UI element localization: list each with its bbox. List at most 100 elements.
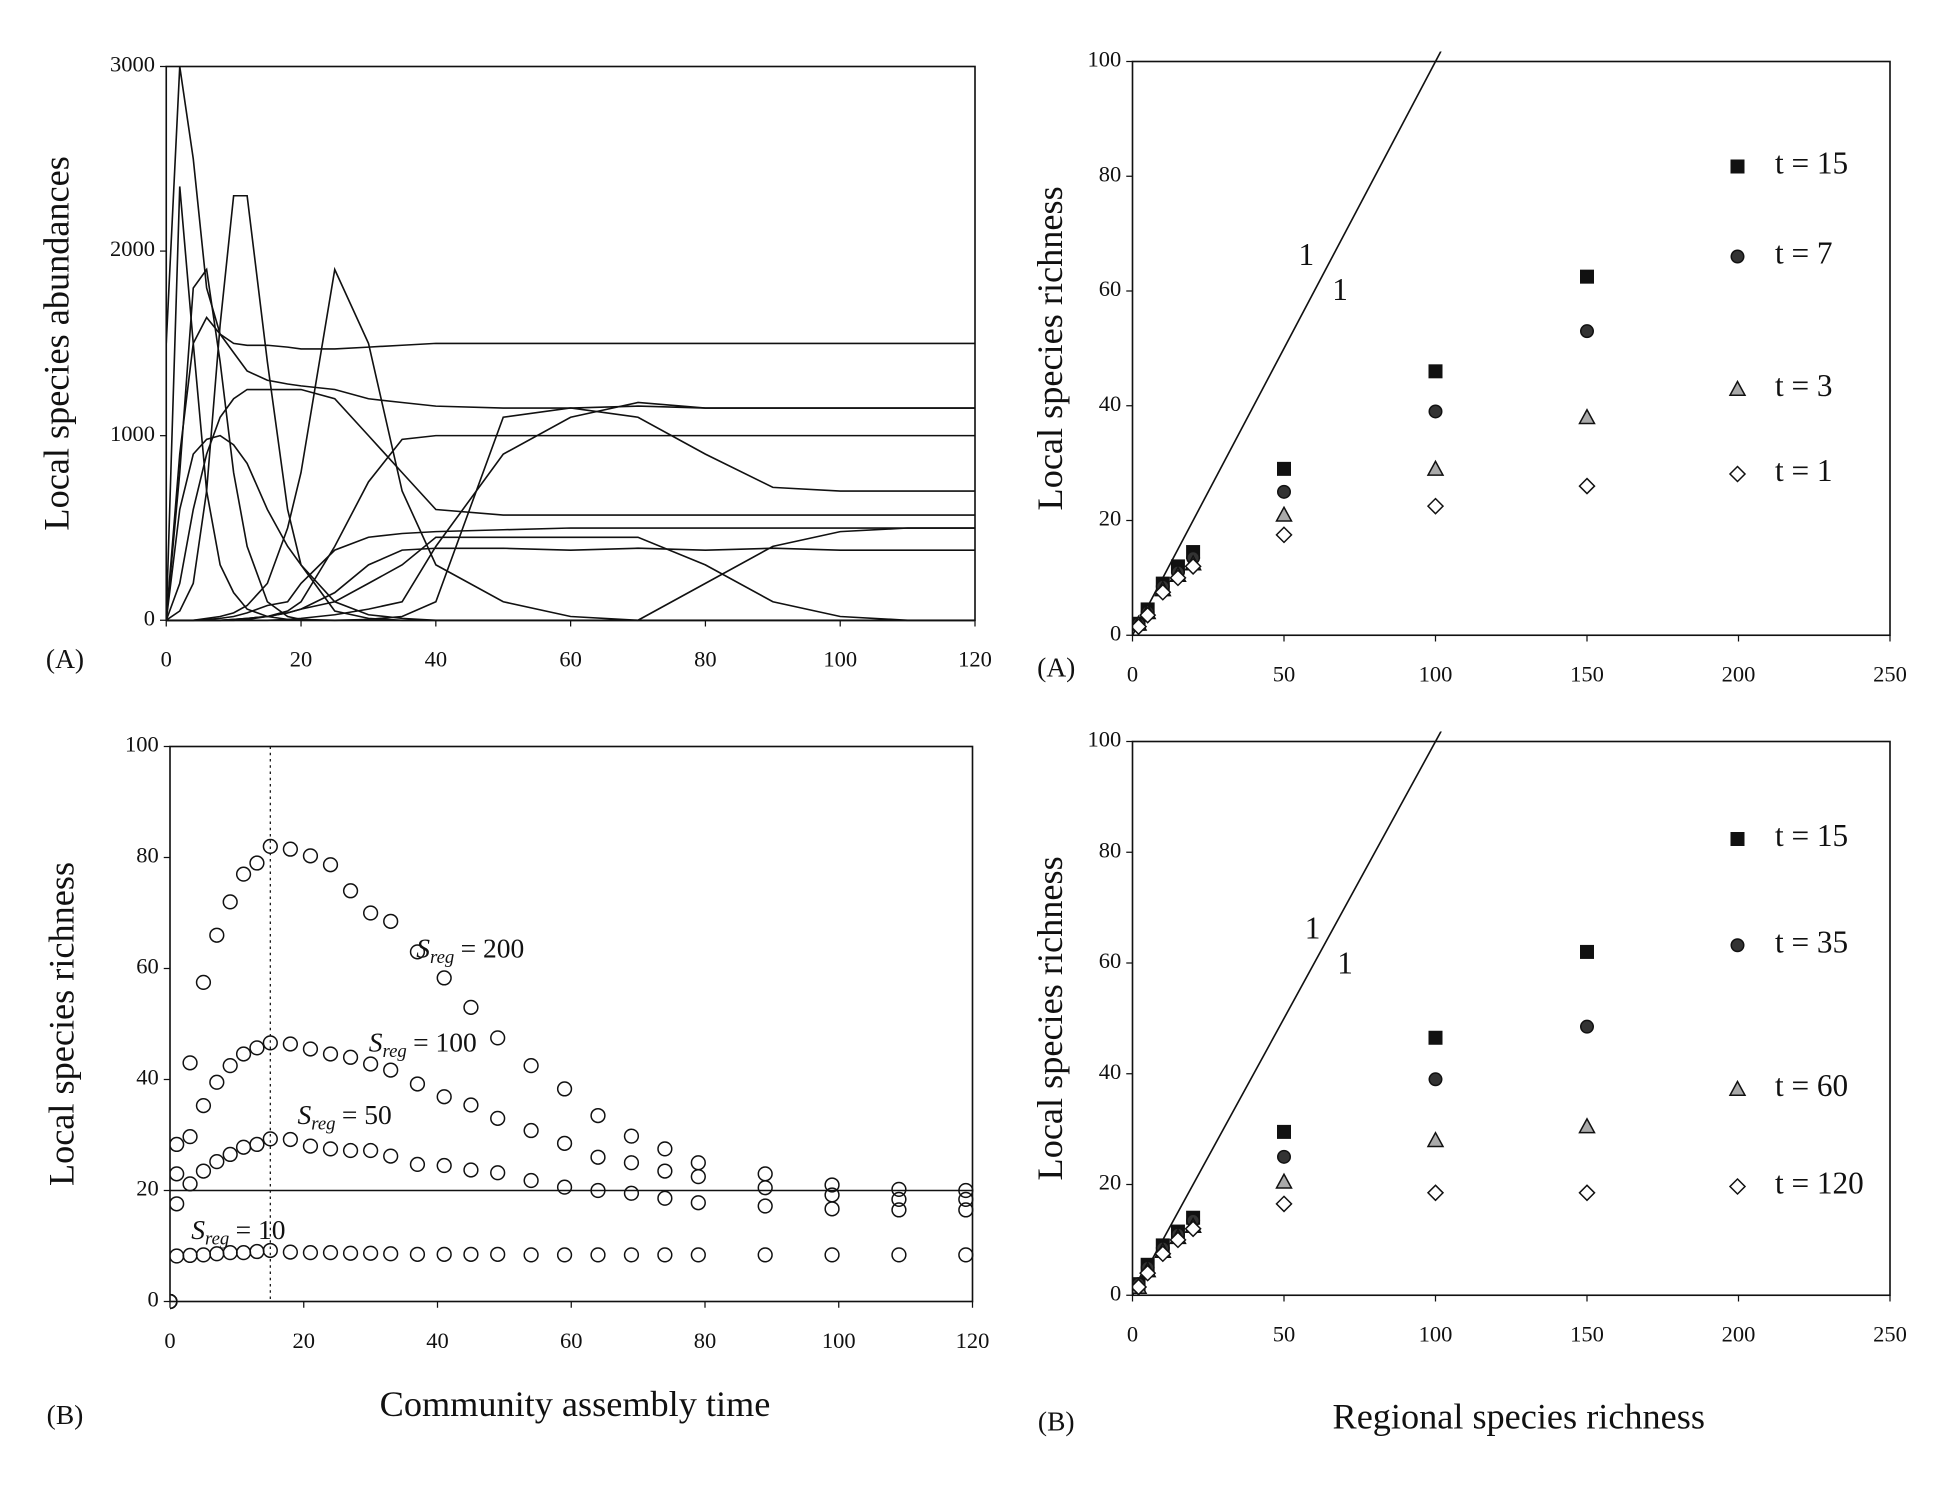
marker [1728,1177,1747,1196]
marker [249,1040,265,1056]
marker [409,944,426,960]
x-tick-label: 20 [293,1328,316,1353]
marker [556,1081,573,1097]
panel-label: (A) [46,643,84,674]
marker [590,1247,606,1263]
marker [490,1246,506,1262]
marker [282,1131,299,1148]
marker [757,1180,773,1196]
marker [170,1166,185,1182]
marker [891,1247,907,1263]
x-tick-label: 100 [1419,662,1453,687]
marker [322,1245,339,1261]
plot-area [166,66,975,622]
y-axis-label: Local species richness [1030,856,1070,1180]
y-tick-label: 60 [136,954,159,979]
y-tick-label: 60 [1099,276,1122,301]
x-tick-label: 100 [822,1328,856,1353]
annotation-main: S [369,1027,383,1058]
y-tick-label: 0 [148,1287,159,1312]
y-tick-label: 80 [136,843,159,868]
marker [409,1246,426,1262]
marker [1426,1184,1445,1202]
marker [249,1136,265,1153]
marker [490,1165,506,1181]
marker [1426,497,1445,515]
marker [1579,269,1594,284]
legend-label: t = 120 [1775,1166,1864,1201]
marker [1275,1195,1293,1213]
reference-line [1132,51,1442,636]
marker [490,1110,506,1126]
marker [363,1142,379,1159]
marker [409,1156,426,1173]
y-axis-label: Local species richness [1030,186,1070,510]
marker [1169,1231,1187,1249]
x-tick-label: 250 [1873,1322,1907,1347]
marker [342,1142,359,1159]
marker [623,1247,640,1263]
panel-label: (B) [47,1399,84,1430]
marker [383,913,399,929]
marker [170,1136,185,1153]
x-tick-label: 40 [425,647,448,672]
annotation-main: S [298,1099,312,1130]
reference-line [1132,731,1442,1296]
marker [463,1246,479,1262]
x-tick-label: 120 [958,647,992,672]
marker [235,866,252,882]
y-tick-label: 0 [1110,1280,1121,1305]
series-line [166,547,975,622]
y-axis-label: Local species richness [41,862,81,1186]
marker [958,1202,974,1218]
marker [209,927,225,943]
marker [262,1035,278,1051]
x-tick-label: 0 [1127,662,1138,687]
annotation-main: S [416,933,430,964]
plot-frame [1131,740,1891,1297]
marker [436,1246,452,1262]
marker [1139,606,1157,624]
marker [1578,408,1596,425]
marker [1154,1245,1172,1263]
x-tick-label: 50 [1273,1322,1296,1347]
reference-label: 1 [1298,237,1314,272]
marker [409,1076,426,1092]
marker [342,883,359,899]
marker [262,1131,278,1147]
series-line [166,407,975,622]
x-tick-label: 20 [290,647,313,672]
y-tick-label: 100 [125,732,159,757]
legend-label: t = 15 [1775,818,1848,853]
annotation-sub: reg [383,1041,407,1062]
y-tick-label: 40 [1099,391,1122,416]
marker [235,1245,252,1261]
marker [891,1181,907,1198]
marker [436,970,452,986]
marker [322,857,339,873]
marker [182,1055,198,1071]
x-tick-label: 200 [1722,1322,1756,1347]
marker [958,1247,974,1263]
x-tick-label: 60 [560,1328,583,1353]
marker [1428,1072,1443,1087]
marker [757,1198,773,1214]
series-line [166,266,975,622]
marker [1132,618,1148,636]
y-tick-label: 1000 [110,421,155,446]
x-tick-label: 100 [823,647,857,672]
marker [302,1245,319,1261]
marker [1275,526,1293,544]
x-tick-label: 0 [161,647,172,672]
marker [302,1138,319,1154]
marker [1728,1079,1747,1096]
marker [824,1247,840,1263]
marker [282,1244,299,1260]
marker [209,1154,225,1170]
marker [590,1149,606,1165]
x-axis-label: Community assembly time [380,1384,771,1424]
marker [1277,461,1292,476]
x-axis-label: Regional species richness [1333,1397,1705,1437]
marker [195,1097,212,1114]
panel-label: (B) [1038,1405,1075,1436]
